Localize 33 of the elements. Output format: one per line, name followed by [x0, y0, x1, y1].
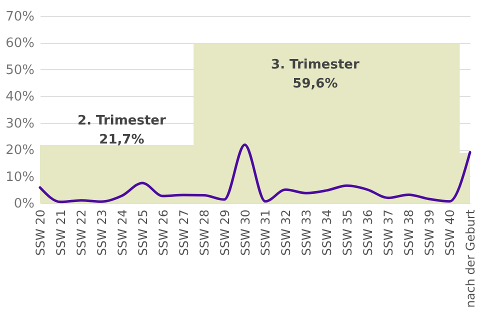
x-tick-label: SSW 26	[156, 210, 170, 256]
y-tick-label: 40%	[6, 90, 34, 105]
x-tick-label: SSW 28	[197, 210, 212, 256]
y-tick-label: 70%	[6, 10, 34, 24]
x-tick-label: SSW 32	[279, 210, 294, 256]
x-tick-label: SSW 38	[402, 210, 416, 256]
x-tick-label: SSW 33	[300, 210, 314, 256]
x-tick-label: SSW 24	[115, 210, 130, 256]
line-series	[38, 144, 472, 204]
x-tick-label: SSW 30	[238, 210, 252, 256]
y-tick-label: 0%	[14, 196, 34, 212]
x-tick-label: SSW 31	[258, 210, 273, 256]
y-tick-label: 20%	[6, 143, 34, 158]
y-tick-label: 60%	[6, 36, 34, 52]
x-tick-label: SSW 23	[94, 210, 109, 256]
x-tick-label: SSW 29	[218, 210, 232, 256]
y-tick-label: 30%	[6, 116, 34, 132]
x-tick-label: SSW 21	[54, 210, 68, 256]
x-tick-label: nach der Geburt	[464, 209, 478, 308]
x-tick-label: SSW 20	[34, 210, 48, 256]
x-tick-label: SSW 27	[176, 210, 191, 256]
x-tick-label: SSW 34	[320, 210, 334, 256]
y-tick-label: 10%	[6, 170, 34, 185]
annotation: 3. Trimester 59,6%	[271, 58, 360, 92]
x-tick-label: SSW 22	[74, 210, 88, 256]
x-tick-label: SSW 37	[382, 210, 396, 256]
x-tick-label: SSW 25	[136, 210, 150, 256]
x-tick-label: SSW 36	[361, 210, 376, 256]
annotation: 2. Trimester 21,7%	[78, 114, 166, 148]
x-tick-label: SSW 40	[443, 210, 458, 256]
x-tick-label: SSW 35	[340, 210, 355, 256]
x-tick-label: SSW 39	[422, 210, 437, 256]
y-tick-label: 50%	[6, 62, 34, 78]
